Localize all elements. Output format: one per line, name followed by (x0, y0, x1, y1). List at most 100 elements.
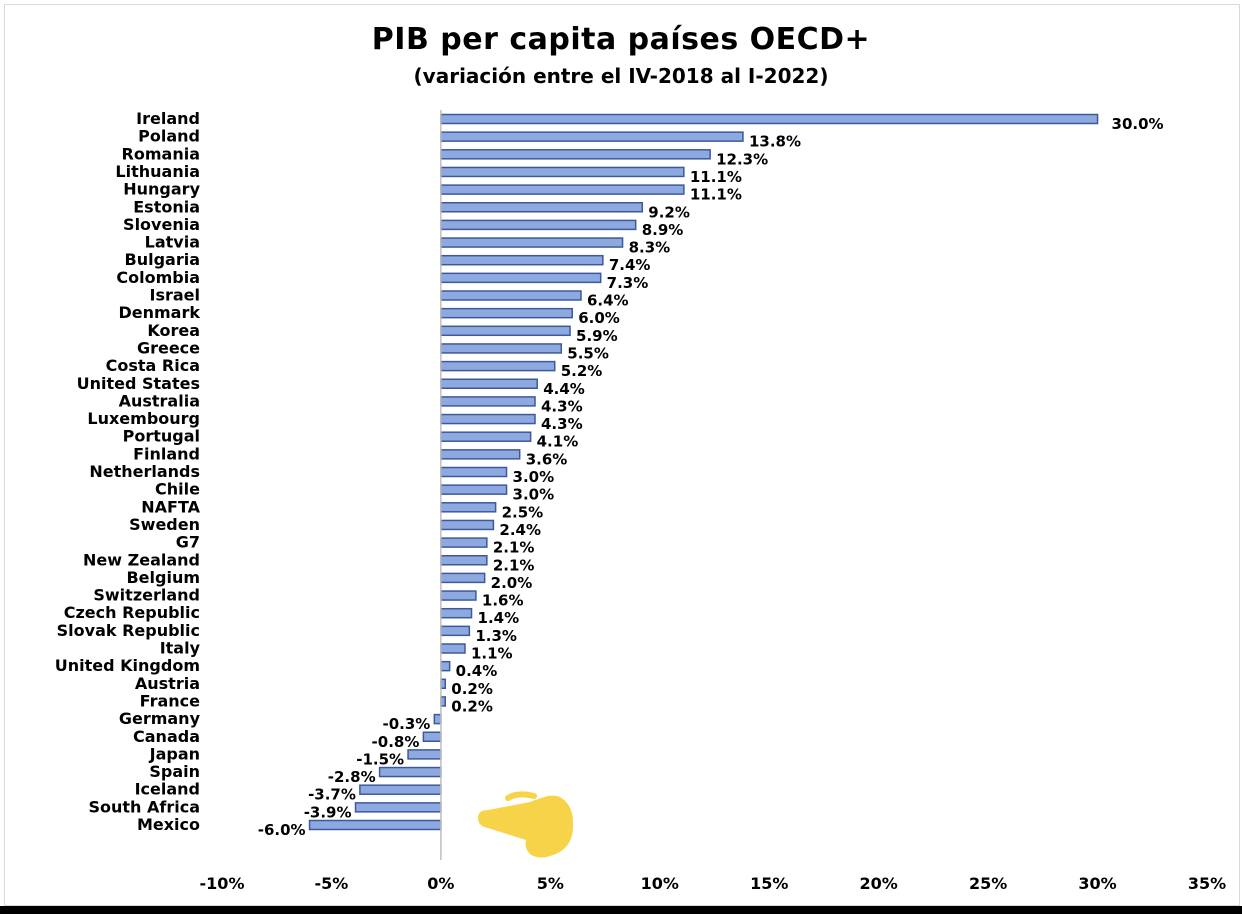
bar-australia (440, 396, 536, 407)
category-label: Austria (135, 674, 200, 693)
data-label: -6.0% (258, 821, 306, 839)
x-tick-label: 30% (1078, 874, 1116, 893)
x-tick-label: 0% (427, 874, 454, 893)
bar-luxembourg (440, 413, 536, 425)
category-label: Costa Rica (106, 356, 200, 375)
data-label: 6.0% (578, 309, 620, 327)
category-label: Czech Republic (64, 603, 200, 622)
category-label: Iceland (135, 780, 200, 799)
data-label: -2.8% (328, 768, 376, 786)
data-label: 8.9% (642, 221, 684, 239)
category-label: Greece (137, 338, 200, 357)
category-label: Italy (160, 639, 201, 658)
data-label: -1.5% (356, 750, 404, 768)
bar-romania (440, 149, 711, 160)
data-label: -0.8% (372, 733, 420, 751)
data-label: 4.4% (543, 380, 585, 398)
data-label: 0.2% (451, 680, 493, 698)
category-label: Romania (122, 144, 200, 163)
bar-germany (433, 713, 442, 725)
category-label: Chile (155, 480, 200, 499)
x-tick-label: -5% (315, 874, 349, 893)
chart-subtitle: (variación entre el IV-2018 al I-2022) (413, 64, 829, 88)
x-tick-label: 5% (537, 874, 564, 893)
bar-belgium (440, 572, 486, 584)
category-label: Bulgaria (125, 250, 201, 269)
category-label: Sweden (129, 515, 200, 534)
bar-colombia (440, 272, 602, 284)
bar-denmark (440, 307, 573, 319)
category-label: Colombia (116, 268, 200, 287)
category-label: Portugal (123, 427, 200, 446)
bar-south-africa (354, 802, 442, 813)
data-label: 4.1% (537, 433, 579, 451)
category-label: Slovak Republic (57, 621, 200, 640)
bar-japan (407, 749, 442, 760)
data-label: 2.5% (502, 503, 544, 521)
category-label: Ireland (136, 109, 200, 128)
category-label: Slovenia (123, 215, 200, 234)
category-label: United Kingdom (55, 656, 200, 675)
data-label: 3.0% (513, 468, 555, 486)
bar-italy (440, 643, 466, 654)
bar-bulgaria (440, 254, 604, 266)
category-label: Israel (150, 286, 201, 305)
x-tick-label: 35% (1188, 874, 1226, 893)
data-label: -0.3% (382, 715, 430, 733)
category-label: Switzerland (93, 586, 200, 605)
bar-mexico (308, 819, 442, 831)
data-label: 3.0% (513, 486, 555, 504)
chart-title: PIB per capita países OECD+ (371, 22, 871, 57)
data-label: -3.7% (308, 786, 356, 804)
data-label: 2.4% (499, 521, 541, 539)
category-label: New Zealand (83, 550, 200, 569)
data-label: 6.4% (587, 292, 629, 310)
data-label: 13.8% (749, 133, 801, 151)
category-label: Lithuania (115, 162, 200, 181)
bar-estonia (440, 202, 644, 213)
data-label: 12.3% (716, 150, 768, 168)
data-label: 0.2% (451, 697, 493, 715)
x-tick-label: 20% (860, 874, 898, 893)
bar-sweden (440, 519, 495, 531)
data-label: 8.3% (629, 239, 671, 257)
data-label: 7.4% (609, 256, 651, 274)
data-label: 5.9% (576, 327, 618, 345)
bar-g7 (440, 537, 488, 548)
data-label: 2.1% (493, 556, 535, 574)
data-label: 2.0% (491, 574, 533, 592)
category-label: Korea (147, 321, 200, 340)
x-tick-label: 15% (750, 874, 788, 893)
bar-poland (440, 131, 744, 142)
bottom-edge-bar (0, 906, 1242, 914)
data-label: 1.6% (482, 592, 524, 610)
bar-latvia (440, 237, 624, 248)
category-label: NAFTA (141, 497, 200, 516)
category-label: Finland (133, 444, 200, 463)
bar-iceland (359, 784, 442, 795)
bar-spain (378, 766, 442, 778)
bar-united-kingdom (440, 660, 451, 672)
category-label: Estonia (133, 197, 200, 216)
bar-switzerland (440, 590, 477, 601)
category-label: Australia (119, 391, 200, 410)
bar-portugal (440, 431, 532, 442)
data-label: 3.6% (526, 450, 568, 468)
category-label: France (140, 691, 200, 710)
bar-greece (440, 343, 563, 354)
category-label: Luxembourg (87, 409, 200, 428)
bar-hungary (440, 184, 685, 195)
x-tick-label: 10% (641, 874, 679, 893)
category-label: Poland (138, 127, 200, 146)
x-tick-label: 25% (969, 874, 1007, 893)
data-label: 1.3% (475, 627, 517, 645)
category-label: Spain (149, 762, 200, 781)
category-label: Germany (119, 709, 201, 728)
category-label: Canada (133, 727, 200, 746)
category-label: Japan (149, 744, 200, 763)
category-label: Mexico (137, 815, 200, 834)
bar-ireland (440, 113, 1099, 125)
bar-canada (422, 731, 442, 742)
category-label: Belgium (126, 568, 200, 587)
bar-czech-republic (440, 607, 473, 619)
